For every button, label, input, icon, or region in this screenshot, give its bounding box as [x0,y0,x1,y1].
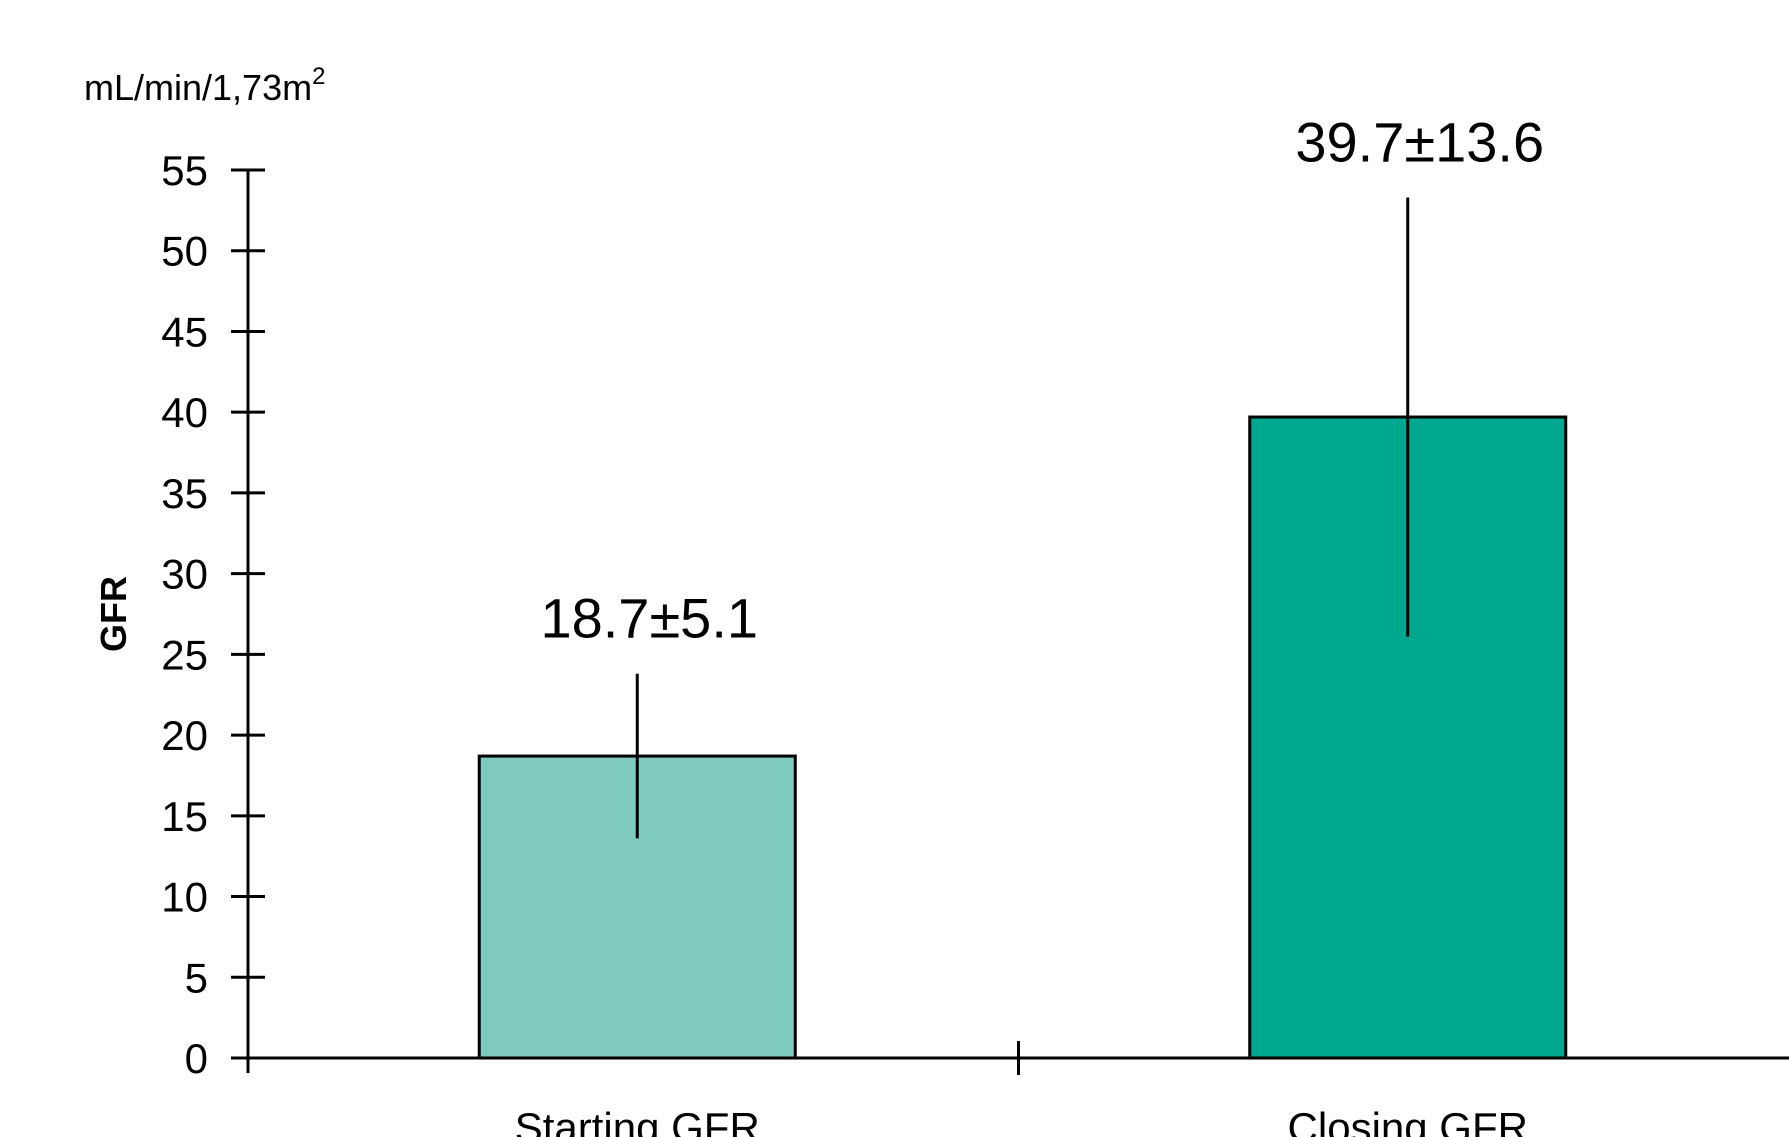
y-axis-label: GFR [93,576,134,652]
y-tick-label: 35 [161,470,208,517]
y-tick-label: 45 [161,308,208,355]
x-category-label-2: Closing GFR [1288,1104,1528,1137]
y-tick-label: 0 [185,1035,208,1082]
y-tick-label: 30 [161,551,208,598]
y-tick-label: 40 [161,389,208,436]
y-tick-label: 25 [161,631,208,678]
y-unit-label: mL/min/1,73m2 [84,63,325,108]
y-tick-label: 10 [161,874,208,921]
bars [477,197,1568,1060]
y-tick-label: 5 [185,954,208,1001]
y-tick-label: 50 [161,228,208,275]
labels: 0 5 10 15 20 25 30 35 40 45 50 55 18.7±5.1 Starting G… [161,110,1544,1137]
data-label-1: 18.7±5.1 [540,587,758,650]
y-tick-label: 15 [161,793,208,840]
x-category-label-1: Starting GFR [515,1104,760,1137]
y-tick-label: 20 [161,712,208,759]
data-label-2: 39.7±13.6 [1295,110,1544,173]
y-tick-label: 55 [161,147,208,194]
